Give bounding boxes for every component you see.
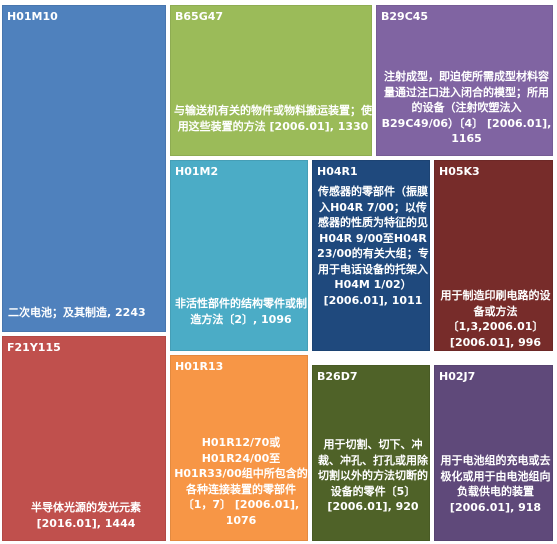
tile-description: 非活性部件的结构零件或制造方法〔2〕, 1096 [174, 296, 308, 327]
tile-value-label: [2016.01], 1444 [36, 516, 136, 530]
tile-description-text: 二次电池；及其制造, [8, 306, 116, 319]
tile-description-text: 用于电池组的充电或去极化或用于由电池组向负载供电的装置 [440, 454, 551, 498]
tile-value-label: 1011 [391, 293, 423, 307]
tile-code-label: F21Y115 [7, 341, 61, 354]
tile-description: 二次电池；及其制造, 2243 [8, 305, 166, 321]
tile-value-label: 1096 [261, 312, 292, 326]
tile-description: 与输送机有关的物件或物料搬运装置；使用这些装置的方法 [2006.01], 13… [174, 103, 372, 134]
treemap-tile-b65g47: B65G47 与输送机有关的物件或物料搬运装置；使用这些装置的方法 [2006.0… [168, 3, 374, 158]
tile-code-label: H05K3 [439, 165, 480, 178]
tile-description-text: 用于切割、切下、冲裁、冲孔、打孔或用除切割以外的方法切断的设备的零件〔5〕 [318, 438, 428, 498]
tile-description-text: 半导体光源的发光元素 [31, 501, 141, 514]
tile-description: 用于切割、切下、冲裁、冲孔、打孔或用除切割以外的方法切断的设备的零件〔5〕 [2… [316, 437, 430, 515]
tile-description-text: 注射成型，即迫使所需成型材料容量通过注口进入闭合的模型；所用的设备（注射吹塑法入… [381, 70, 549, 130]
treemap-tile-b29c45: B29C45 注射成型，即迫使所需成型材料容量通过注口进入闭合的模型；所用的设备（… [374, 3, 555, 158]
tile-description: 用于电池组的充电或去极化或用于由电池组向负载供电的装置 [2006.01], 9… [438, 453, 553, 515]
tile-description: 用于制造印刷电路的设备或方法〔1,3,2006.01〕 [2006.01], 9… [438, 288, 553, 350]
treemap-tile-h01m2: H01M2 非活性部件的结构零件或制造方法〔2〕, 1096 [168, 158, 310, 353]
tile-code-label: B29C45 [381, 10, 429, 23]
tile-description: 注射成型，即迫使所需成型材料容量通过注口进入闭合的模型；所用的设备（注射吹塑法入… [380, 69, 553, 147]
tile-code-label: H04R1 [317, 165, 358, 178]
tile-code-label: H02J7 [439, 370, 476, 383]
treemap-tile-h01r13: H01R13 H01R12/70或H01R24/00至H01R33/00组中所包含… [168, 353, 310, 543]
tile-description-text: 与输送机有关的物件或物料搬运装置；使用这些装置的方法 [174, 104, 372, 133]
treemap-tile-h02j7: H02J7 用于电池组的充电或去极化或用于由电池组向负载供电的装置 [2006.0… [432, 363, 555, 543]
treemap-tile-f21y115: F21Y115 半导体光源的发光元素 [2016.01], 1444 [0, 334, 168, 543]
tile-value-label: [2006.01], 920 [327, 500, 419, 513]
tile-description-text: 非活性部件的结构零件或制造方法〔2〕, [175, 297, 307, 326]
tile-code-label: B65G47 [175, 10, 224, 23]
tile-value-label: 2243 [115, 306, 146, 319]
tile-code-label: H01R13 [175, 360, 224, 373]
tile-code-label: B26D7 [317, 370, 358, 383]
tile-description: 传感器的零部件（振膜入H04R 7/00；以传感器的性质为特征的见H04R 9/… [316, 184, 430, 308]
treemap-tile-h01m10: H01M10 二次电池；及其制造, 2243 [0, 3, 168, 334]
tile-value-label: [2006.01], 1165 [451, 116, 552, 146]
treemap-tile-h05k3: H05K3 用于制造印刷电路的设备或方法〔1,3,2006.01〕 [2006.0… [432, 158, 555, 353]
tile-code-label: H01M2 [175, 165, 219, 178]
tile-description: H01R12/70或H01R24/00至H01R33/00组中所包含的各种连接装… [174, 435, 308, 528]
tile-description: 半导体光源的发光元素 [2016.01], 1444 [6, 500, 166, 531]
tile-description-text: H01R12/70或H01R24/00至H01R33/00组中所包含的各种连接装… [174, 436, 308, 511]
tile-value-label: [2006.01], 1076 [225, 498, 300, 527]
tile-value-label: [2006.01], 996 [449, 335, 542, 349]
tile-code-label: H01M10 [7, 10, 58, 23]
tile-description-text: 传感器的零部件（振膜入H04R 7/00；以传感器的性质为特征的见H04R 9/… [317, 185, 429, 307]
treemap-tile-h04r1: H04R1 传感器的零部件（振膜入H04R 7/00；以传感器的性质为特征的见H0… [310, 158, 432, 353]
tile-value-label: [2006.01], 918 [449, 500, 542, 514]
tile-description-text: 用于制造印刷电路的设备或方法〔1,3,2006.01〕 [440, 289, 551, 333]
tile-value-label: [2006.01], 1330 [269, 119, 369, 133]
treemap-tile-b26d7: B26D7 用于切割、切下、冲裁、冲孔、打孔或用除切割以外的方法切断的设备的零件〔… [310, 363, 432, 543]
